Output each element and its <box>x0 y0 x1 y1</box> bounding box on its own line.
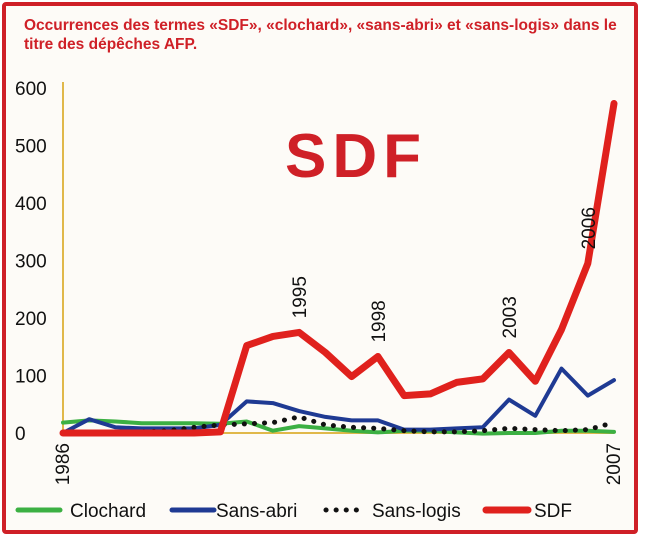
y-tick-label: 500 <box>15 137 47 158</box>
series-line-sdf <box>59 100 618 437</box>
y-tick-label: 300 <box>15 252 47 273</box>
series-line-sans-abri <box>61 366 616 435</box>
series-lines <box>59 100 618 437</box>
annotation-1998: 1998 <box>369 300 390 342</box>
x-tick-label: 2007 <box>604 443 625 485</box>
chart-title: Occurrences des termes «SDF», «clochard»… <box>24 17 617 53</box>
annotation-2003: 2003 <box>500 296 521 338</box>
series-line-clochard <box>61 418 616 436</box>
y-tick-label: 100 <box>15 367 47 388</box>
y-tick-label: 400 <box>15 194 47 215</box>
year-annotations: 1995 1998 2003 2006 <box>290 207 600 342</box>
legend-label: SDF <box>534 501 572 522</box>
legend-label: Sans-logis <box>372 501 461 522</box>
legend-label: Clochard <box>70 501 146 522</box>
legend-label: Sans-abri <box>216 501 297 522</box>
legend: Clochard Sans-abri Sans-logis SDF <box>15 501 572 522</box>
annotation-2006: 2006 <box>579 207 600 249</box>
y-tick-labels: 0 100 200 300 400 500 600 <box>15 79 47 445</box>
chart-watermark: SDF <box>285 122 427 191</box>
chart-frame: Occurrences des termes «SDF», «clochard»… <box>2 2 638 534</box>
y-tick-label: 0 <box>15 424 26 445</box>
x-tick-labels: 1986 2007 <box>53 443 625 485</box>
x-tick-label: 1986 <box>53 443 74 485</box>
y-tick-label: 600 <box>15 79 47 100</box>
y-tick-label: 200 <box>15 309 47 330</box>
annotation-1995: 1995 <box>290 276 311 318</box>
